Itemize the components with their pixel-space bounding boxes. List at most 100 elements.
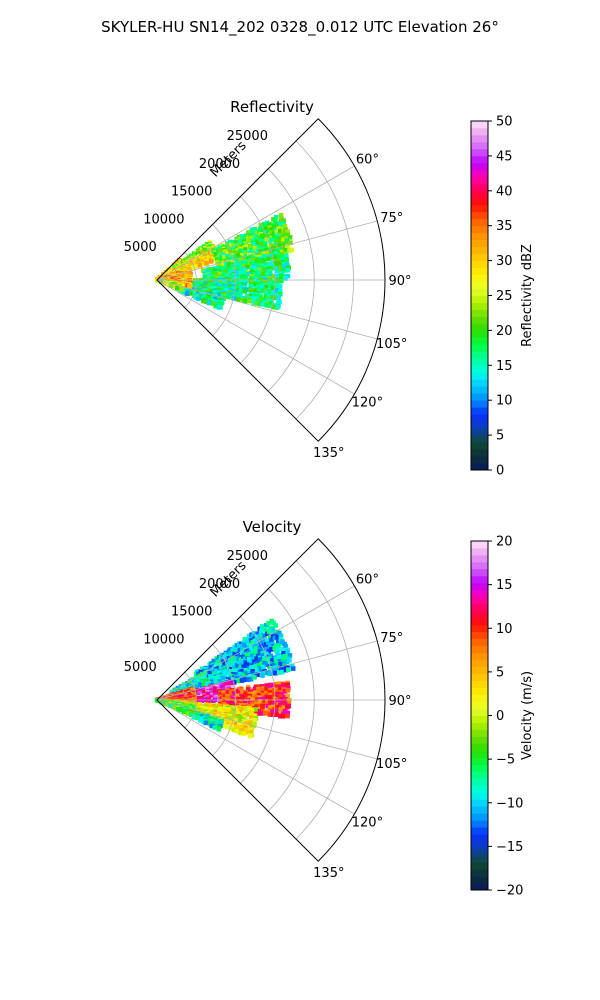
radar-cell: [263, 226, 269, 231]
colorbar-segment: [471, 554, 488, 563]
colorbar-segment: [471, 330, 488, 338]
azimuth-tick-label: 135°: [313, 866, 344, 881]
radar-cell: [285, 693, 290, 699]
radar-cell: [281, 651, 286, 656]
radar-cell: [232, 250, 238, 256]
radar-cell: [193, 295, 199, 300]
radar-cell: [264, 638, 270, 643]
radar-cell: [256, 711, 262, 716]
radar-cell: [227, 672, 232, 678]
radar-cell: [235, 270, 241, 275]
radar-cell: [268, 682, 273, 688]
radar-cell: [258, 632, 264, 638]
range-tick-label: 25000: [227, 129, 268, 144]
radar-cell: [242, 268, 248, 274]
radar-cell: [268, 701, 274, 707]
radar-cell: [273, 255, 278, 261]
colorbar-segment: [471, 372, 488, 380]
radar-cell: [273, 266, 279, 271]
radar-cell: [266, 289, 272, 295]
colorbar-tick-label: 15: [496, 359, 513, 374]
radar-cell: [216, 305, 222, 310]
radar-cell: [263, 233, 268, 238]
radar-cell: [212, 296, 218, 302]
radar-cell: [243, 644, 248, 650]
radar-cell: [267, 685, 273, 690]
radar-cell: [209, 289, 214, 294]
radar-cell: [267, 261, 273, 267]
radar-cell: [282, 242, 287, 247]
radar-cell: [256, 690, 262, 695]
radar-cell: [220, 675, 226, 681]
radar-cell: [216, 727, 222, 732]
radar-cell: [211, 256, 217, 262]
radar-cell: [254, 645, 259, 651]
range-tick-label: 5000: [124, 660, 157, 675]
colorbar-segment: [471, 743, 488, 751]
radar-cell: [194, 684, 200, 689]
radar-cell: [268, 653, 273, 658]
colorbar-segment: [471, 617, 488, 626]
radar-cell: [217, 271, 223, 277]
radar-cell: [268, 270, 273, 276]
azimuth-tick-label: 75°: [380, 631, 403, 646]
colorbar-tick-label: 35: [496, 219, 513, 234]
radar-cell: [262, 633, 267, 638]
colorbar-segment: [471, 246, 488, 255]
radar-cell: [226, 262, 232, 268]
radar-cell: [237, 262, 243, 267]
radar-cell: [271, 231, 277, 236]
radar-cell: [211, 699, 216, 704]
radar-cell: [198, 682, 203, 688]
radar-cell: [277, 254, 282, 260]
colorbar-segment: [471, 589, 488, 598]
radar-cell: [258, 223, 264, 228]
radar-cell: [253, 291, 258, 297]
radar-cell: [252, 690, 258, 695]
radar-cell: [238, 725, 244, 731]
colorbar-tick-label: 5: [496, 665, 504, 680]
radar-cell: [253, 276, 258, 281]
colorbar-segment: [471, 295, 488, 303]
radar-cell: [275, 232, 281, 238]
radar-cell: [257, 249, 263, 254]
radar-cell: [235, 280, 241, 285]
radar-cell: [257, 258, 263, 263]
radar-cell: [199, 698, 204, 703]
radar-cell: [243, 693, 248, 698]
radar-cell: [279, 654, 285, 660]
colorbar-tick-label: 15: [496, 578, 513, 593]
colorbar-segment: [471, 393, 488, 401]
radar-cell: [185, 711, 191, 716]
radar-cell: [201, 298, 206, 304]
radar-cell: [278, 662, 283, 667]
radar-cell: [248, 733, 253, 739]
radar-cell: [257, 657, 263, 662]
radar-cell: [213, 676, 219, 681]
radar-cell: [197, 263, 203, 268]
radar-cell: [238, 248, 243, 254]
radar-cell: [275, 662, 281, 667]
radar-cell: [285, 713, 290, 719]
radar-cell: [254, 301, 259, 306]
radar-cell: [249, 708, 255, 713]
colorbar-segment: [471, 121, 488, 129]
radar-cell: [191, 265, 196, 270]
radar-cell: [232, 659, 238, 664]
colorbar-label: Reflectivity dBZ: [520, 244, 535, 347]
radar-cell: [278, 222, 283, 228]
radar-cell: [208, 267, 214, 273]
radar-cell: [279, 249, 285, 255]
radar-cell: [285, 273, 291, 279]
radar-cell: [268, 696, 273, 702]
radar-cell: [252, 282, 257, 287]
radar-cell: [209, 282, 215, 287]
colorbar-segment: [471, 344, 488, 352]
radar-cell: [255, 667, 261, 673]
radar-cell: [245, 718, 251, 724]
radar-cell: [277, 283, 283, 289]
radar-cell: [245, 712, 251, 717]
colorbar-segment: [471, 267, 488, 275]
radar-cell: [278, 667, 284, 672]
radar-cell: [284, 235, 289, 241]
